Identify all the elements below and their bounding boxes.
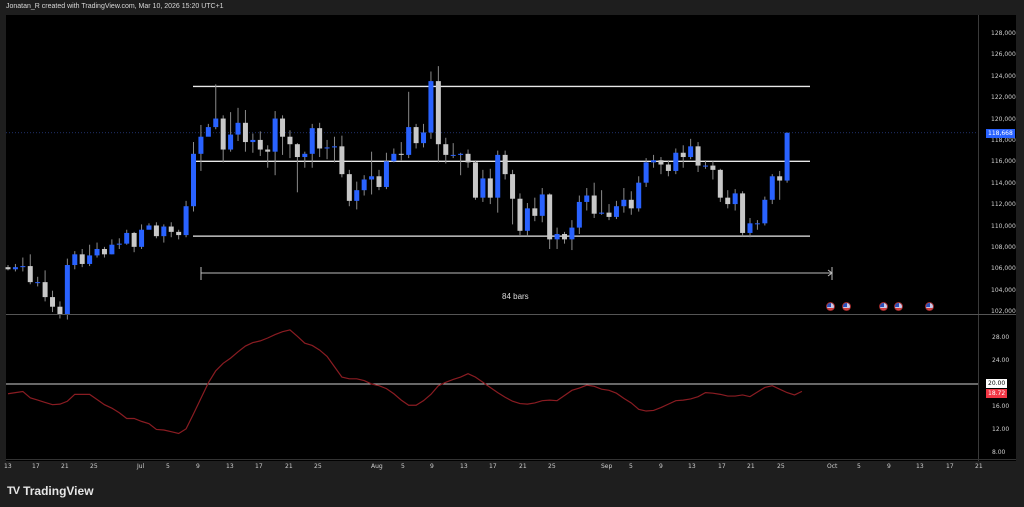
time-tick: 13 — [916, 463, 924, 470]
tradingview-logo-text: TradingView — [23, 484, 94, 498]
price-tick: 112,000 — [991, 201, 1016, 209]
price-tick: 102,000 — [991, 308, 1016, 316]
price-tick: 118,000 — [991, 137, 1016, 144]
price-tick: 104,000 — [991, 286, 1016, 294]
time-tick: 9 — [659, 463, 663, 470]
time-tick: 21 — [285, 463, 293, 470]
time-tick: 21 — [747, 463, 755, 470]
price-tick: 124,000 — [991, 72, 1016, 80]
indicator-tick: 28.00 — [992, 334, 1010, 341]
indicator-tick: 12.00 — [992, 426, 1010, 433]
time-tick: 17 — [946, 463, 954, 470]
us-event-flag-icon[interactable] — [925, 302, 934, 311]
price-tick: 114,000 — [991, 179, 1016, 187]
time-tick: 5 — [857, 463, 861, 470]
price-tick: 128,000 — [991, 30, 1016, 37]
time-tick: Sep — [601, 463, 613, 470]
time-tick: 21 — [61, 463, 69, 470]
date-range-label: 84 bars — [502, 292, 529, 301]
time-tick: 13 — [226, 463, 234, 470]
pane-divider[interactable] — [6, 314, 1016, 315]
time-tick: 9 — [887, 463, 891, 470]
time-tick: 9 — [196, 463, 200, 470]
indicator-level-tag: 20.00 — [986, 379, 1008, 388]
tradingview-logo-icon: TV — [7, 485, 20, 497]
price-axis-divider — [978, 15, 979, 461]
time-tick: 21 — [519, 463, 527, 470]
time-tick: 25 — [548, 463, 556, 470]
time-tick: 13 — [460, 463, 468, 470]
us-event-flag-icon[interactable] — [826, 302, 835, 311]
us-event-flag-icon[interactable] — [842, 302, 851, 311]
last-price-tag: 118,668 — [986, 129, 1015, 138]
time-tick: 25 — [314, 463, 322, 470]
chart-attribution: Jonatan_R created with TradingView.com, … — [6, 3, 224, 10]
time-tick: 21 — [975, 463, 983, 470]
indicator-tick: 16.00 — [992, 403, 1010, 410]
indicator-tick: 24.00 — [992, 357, 1010, 364]
price-tick: 120,000 — [991, 115, 1016, 123]
time-tick: 17 — [32, 463, 40, 470]
indicator-tick: 8.00 — [992, 449, 1006, 456]
time-tick: Jul — [137, 463, 145, 470]
time-tick: 25 — [90, 463, 98, 470]
price-tick: 116,000 — [991, 158, 1016, 166]
time-tick: 9 — [430, 463, 434, 470]
price-tick: 108,000 — [991, 244, 1016, 251]
price-tick: 110,000 — [991, 222, 1016, 230]
time-tick: 17 — [718, 463, 726, 470]
time-tick: 25 — [777, 463, 785, 470]
time-tick: 13 — [4, 463, 12, 470]
time-tick: Oct — [827, 463, 838, 470]
chart-frame[interactable] — [6, 15, 1016, 461]
time-tick: 17 — [255, 463, 263, 470]
us-event-flag-icon[interactable] — [894, 302, 903, 311]
us-event-flag-icon[interactable] — [879, 302, 888, 311]
time-tick: 17 — [489, 463, 497, 470]
time-tick: 13 — [688, 463, 696, 470]
time-tick: 5 — [629, 463, 633, 470]
time-tick: 5 — [166, 463, 170, 470]
tradingview-logo[interactable]: TV TradingView — [7, 484, 94, 498]
time-axis-divider — [6, 459, 1016, 460]
time-tick: 5 — [401, 463, 405, 470]
price-tick: 106,000 — [991, 265, 1016, 273]
time-tick: Aug — [371, 463, 383, 470]
price-tick: 126,000 — [991, 51, 1016, 59]
indicator-value-tag: 18.72 — [986, 389, 1008, 398]
price-tick: 122,000 — [991, 94, 1016, 102]
